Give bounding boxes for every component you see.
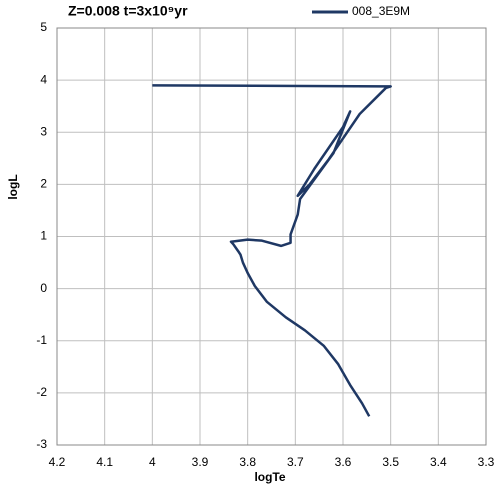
y-tick-label: 3 bbox=[40, 124, 47, 138]
x-tick-label: 3.8 bbox=[239, 455, 256, 469]
y-tick-label: 5 bbox=[40, 20, 47, 34]
y-tick-label: 4 bbox=[40, 72, 47, 86]
y-tick-label: -1 bbox=[36, 333, 47, 347]
legend-label: 008_3E9M bbox=[352, 4, 410, 18]
x-tick-label: 3.4 bbox=[430, 455, 447, 469]
x-tick-label: 3.5 bbox=[382, 455, 399, 469]
line-series bbox=[152, 84, 392, 417]
x-tick-label: 3.3 bbox=[478, 455, 495, 469]
y-tick-label: 2 bbox=[40, 177, 47, 191]
y-axis-label: logL bbox=[6, 174, 20, 199]
x-tick-label: 3.7 bbox=[287, 455, 304, 469]
x-tick-label: 4.2 bbox=[49, 455, 66, 469]
x-tick-label: 3.9 bbox=[192, 455, 209, 469]
y-tick-label: -2 bbox=[36, 385, 47, 399]
y-tick-label: 1 bbox=[40, 229, 47, 243]
x-axis-label: logTe bbox=[254, 470, 285, 484]
x-tick-label: 3.6 bbox=[335, 455, 352, 469]
x-tick-label: 4.1 bbox=[96, 455, 113, 469]
plot-border bbox=[56, 27, 487, 446]
chart-title: Z=0.008 t=3x10⁹yr bbox=[68, 3, 188, 19]
y-tick-label: 0 bbox=[40, 281, 47, 295]
y-tick-label: -3 bbox=[36, 437, 47, 451]
x-tick-label: 4 bbox=[149, 455, 156, 469]
